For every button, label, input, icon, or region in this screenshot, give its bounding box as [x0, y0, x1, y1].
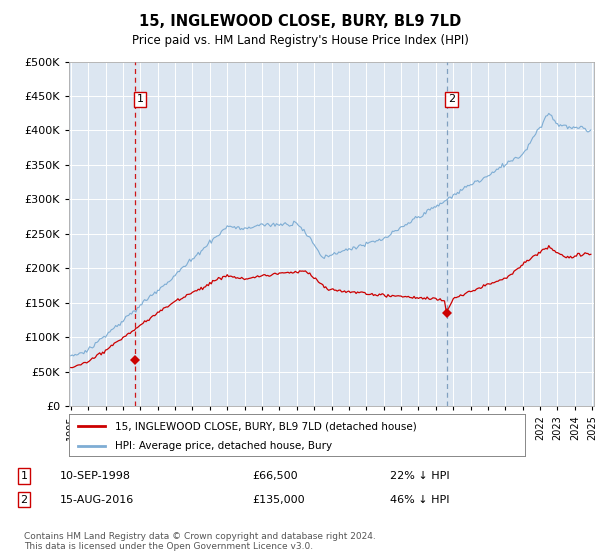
Text: £135,000: £135,000: [252, 494, 305, 505]
Text: Price paid vs. HM Land Registry's House Price Index (HPI): Price paid vs. HM Land Registry's House …: [131, 34, 469, 46]
Text: 10-SEP-1998: 10-SEP-1998: [60, 471, 131, 481]
Text: 22% ↓ HPI: 22% ↓ HPI: [390, 471, 449, 481]
Text: 46% ↓ HPI: 46% ↓ HPI: [390, 494, 449, 505]
Text: 1: 1: [137, 95, 143, 105]
Text: 2: 2: [448, 95, 455, 105]
Text: 15, INGLEWOOD CLOSE, BURY, BL9 7LD: 15, INGLEWOOD CLOSE, BURY, BL9 7LD: [139, 14, 461, 29]
Text: 15, INGLEWOOD CLOSE, BURY, BL9 7LD (detached house): 15, INGLEWOOD CLOSE, BURY, BL9 7LD (deta…: [115, 421, 416, 431]
Text: HPI: Average price, detached house, Bury: HPI: Average price, detached house, Bury: [115, 441, 332, 451]
Text: 1: 1: [20, 471, 28, 481]
Text: Contains HM Land Registry data © Crown copyright and database right 2024.
This d: Contains HM Land Registry data © Crown c…: [24, 532, 376, 552]
Text: £66,500: £66,500: [252, 471, 298, 481]
Text: 15-AUG-2016: 15-AUG-2016: [60, 494, 134, 505]
Text: 2: 2: [20, 494, 28, 505]
